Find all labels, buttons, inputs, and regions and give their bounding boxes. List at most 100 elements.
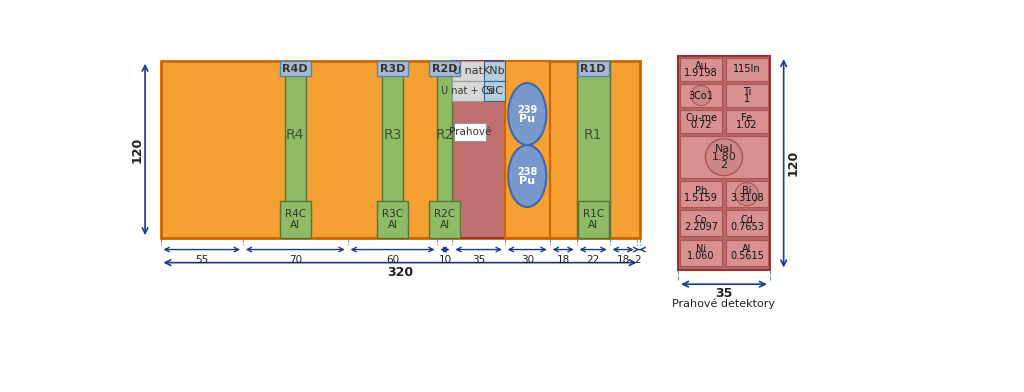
Text: 2: 2	[635, 254, 641, 265]
Polygon shape	[505, 61, 550, 238]
Text: Pu: Pu	[519, 176, 536, 186]
Polygon shape	[454, 123, 486, 142]
Text: Pu: Pu	[519, 114, 536, 123]
Text: R1D: R1D	[581, 64, 606, 74]
Text: Al: Al	[588, 220, 598, 230]
Polygon shape	[680, 110, 722, 133]
Polygon shape	[726, 210, 768, 236]
Text: R1C: R1C	[583, 209, 604, 219]
Polygon shape	[382, 61, 403, 238]
Polygon shape	[429, 61, 461, 76]
Polygon shape	[453, 81, 484, 101]
Text: 120: 120	[131, 136, 143, 163]
Text: R2D: R2D	[432, 64, 458, 74]
Polygon shape	[680, 136, 768, 178]
Text: 1.060: 1.060	[687, 251, 715, 261]
Text: Cu-me: Cu-me	[685, 113, 717, 123]
Polygon shape	[680, 84, 722, 107]
Text: 120: 120	[786, 150, 800, 176]
Text: 1.9198: 1.9198	[684, 68, 718, 78]
Text: 70: 70	[289, 254, 302, 265]
Text: 1.80: 1.80	[712, 152, 736, 162]
Text: R4: R4	[286, 128, 304, 142]
Polygon shape	[680, 210, 722, 236]
Polygon shape	[377, 201, 408, 238]
Text: R4D: R4D	[283, 64, 308, 74]
Ellipse shape	[508, 145, 547, 207]
Text: 1: 1	[743, 94, 750, 104]
Polygon shape	[577, 61, 609, 238]
Text: 35: 35	[716, 287, 732, 300]
Polygon shape	[726, 240, 768, 266]
Text: Pb: Pb	[695, 186, 708, 196]
Text: 2.2097: 2.2097	[684, 222, 718, 232]
Text: 60: 60	[386, 254, 399, 265]
Text: Au: Au	[694, 61, 708, 71]
Polygon shape	[726, 84, 768, 107]
Polygon shape	[484, 81, 505, 101]
Polygon shape	[680, 58, 722, 81]
Text: 3.3108: 3.3108	[730, 192, 764, 203]
Text: Al: Al	[387, 220, 397, 230]
Text: U nat + Cd: U nat + Cd	[441, 86, 495, 96]
Text: Prahové detektory: Prahové detektory	[673, 299, 775, 309]
Polygon shape	[726, 110, 768, 133]
Text: 18: 18	[556, 254, 569, 265]
Text: 18: 18	[616, 254, 630, 265]
Text: 35: 35	[472, 254, 485, 265]
Polygon shape	[429, 201, 461, 238]
Text: R3: R3	[383, 128, 401, 142]
Text: R4C: R4C	[285, 209, 306, 219]
Polygon shape	[377, 61, 408, 76]
Polygon shape	[726, 181, 768, 207]
Polygon shape	[680, 181, 722, 207]
Text: R2: R2	[436, 128, 454, 142]
Text: 10: 10	[438, 254, 452, 265]
Circle shape	[691, 85, 712, 105]
Text: NaI: NaI	[715, 144, 733, 154]
Polygon shape	[161, 61, 640, 238]
Text: Al: Al	[440, 220, 450, 230]
Text: 55: 55	[196, 254, 208, 265]
Text: R2C: R2C	[434, 209, 456, 219]
Polygon shape	[280, 61, 310, 76]
Polygon shape	[285, 61, 306, 238]
Polygon shape	[678, 56, 770, 270]
Text: U nat: U nat	[454, 66, 483, 76]
Text: SiC: SiC	[485, 86, 504, 96]
Text: Co: Co	[695, 215, 708, 225]
Polygon shape	[578, 61, 608, 76]
Circle shape	[706, 139, 742, 176]
Text: 0.72: 0.72	[690, 120, 712, 130]
Text: Ni: Ni	[696, 244, 707, 254]
Polygon shape	[437, 61, 453, 238]
Text: 115In: 115In	[733, 64, 761, 74]
Text: 320: 320	[387, 266, 413, 279]
Text: Al: Al	[742, 244, 752, 254]
Text: 0.5615: 0.5615	[730, 251, 764, 261]
Ellipse shape	[508, 83, 547, 145]
Text: KNb: KNb	[483, 66, 506, 76]
Text: R3C: R3C	[382, 209, 403, 219]
Polygon shape	[453, 61, 505, 238]
Text: 239: 239	[517, 105, 538, 115]
Text: Al: Al	[290, 220, 300, 230]
Text: Fe: Fe	[741, 113, 753, 123]
Polygon shape	[453, 61, 484, 81]
Text: 1.5159: 1.5159	[684, 192, 718, 203]
Text: R3D: R3D	[380, 64, 406, 74]
Circle shape	[735, 183, 759, 206]
Text: Bi: Bi	[742, 186, 752, 196]
Text: 3Co1: 3Co1	[689, 91, 714, 101]
Polygon shape	[680, 240, 722, 266]
Text: 2: 2	[721, 160, 727, 170]
Text: 22: 22	[587, 254, 600, 265]
Text: Prahové: Prahové	[449, 127, 492, 137]
Text: 238: 238	[517, 167, 538, 177]
Text: 1.02: 1.02	[736, 120, 758, 130]
Text: 30: 30	[520, 254, 534, 265]
Polygon shape	[578, 201, 608, 238]
Polygon shape	[726, 58, 768, 81]
Polygon shape	[484, 61, 505, 81]
Polygon shape	[280, 201, 310, 238]
